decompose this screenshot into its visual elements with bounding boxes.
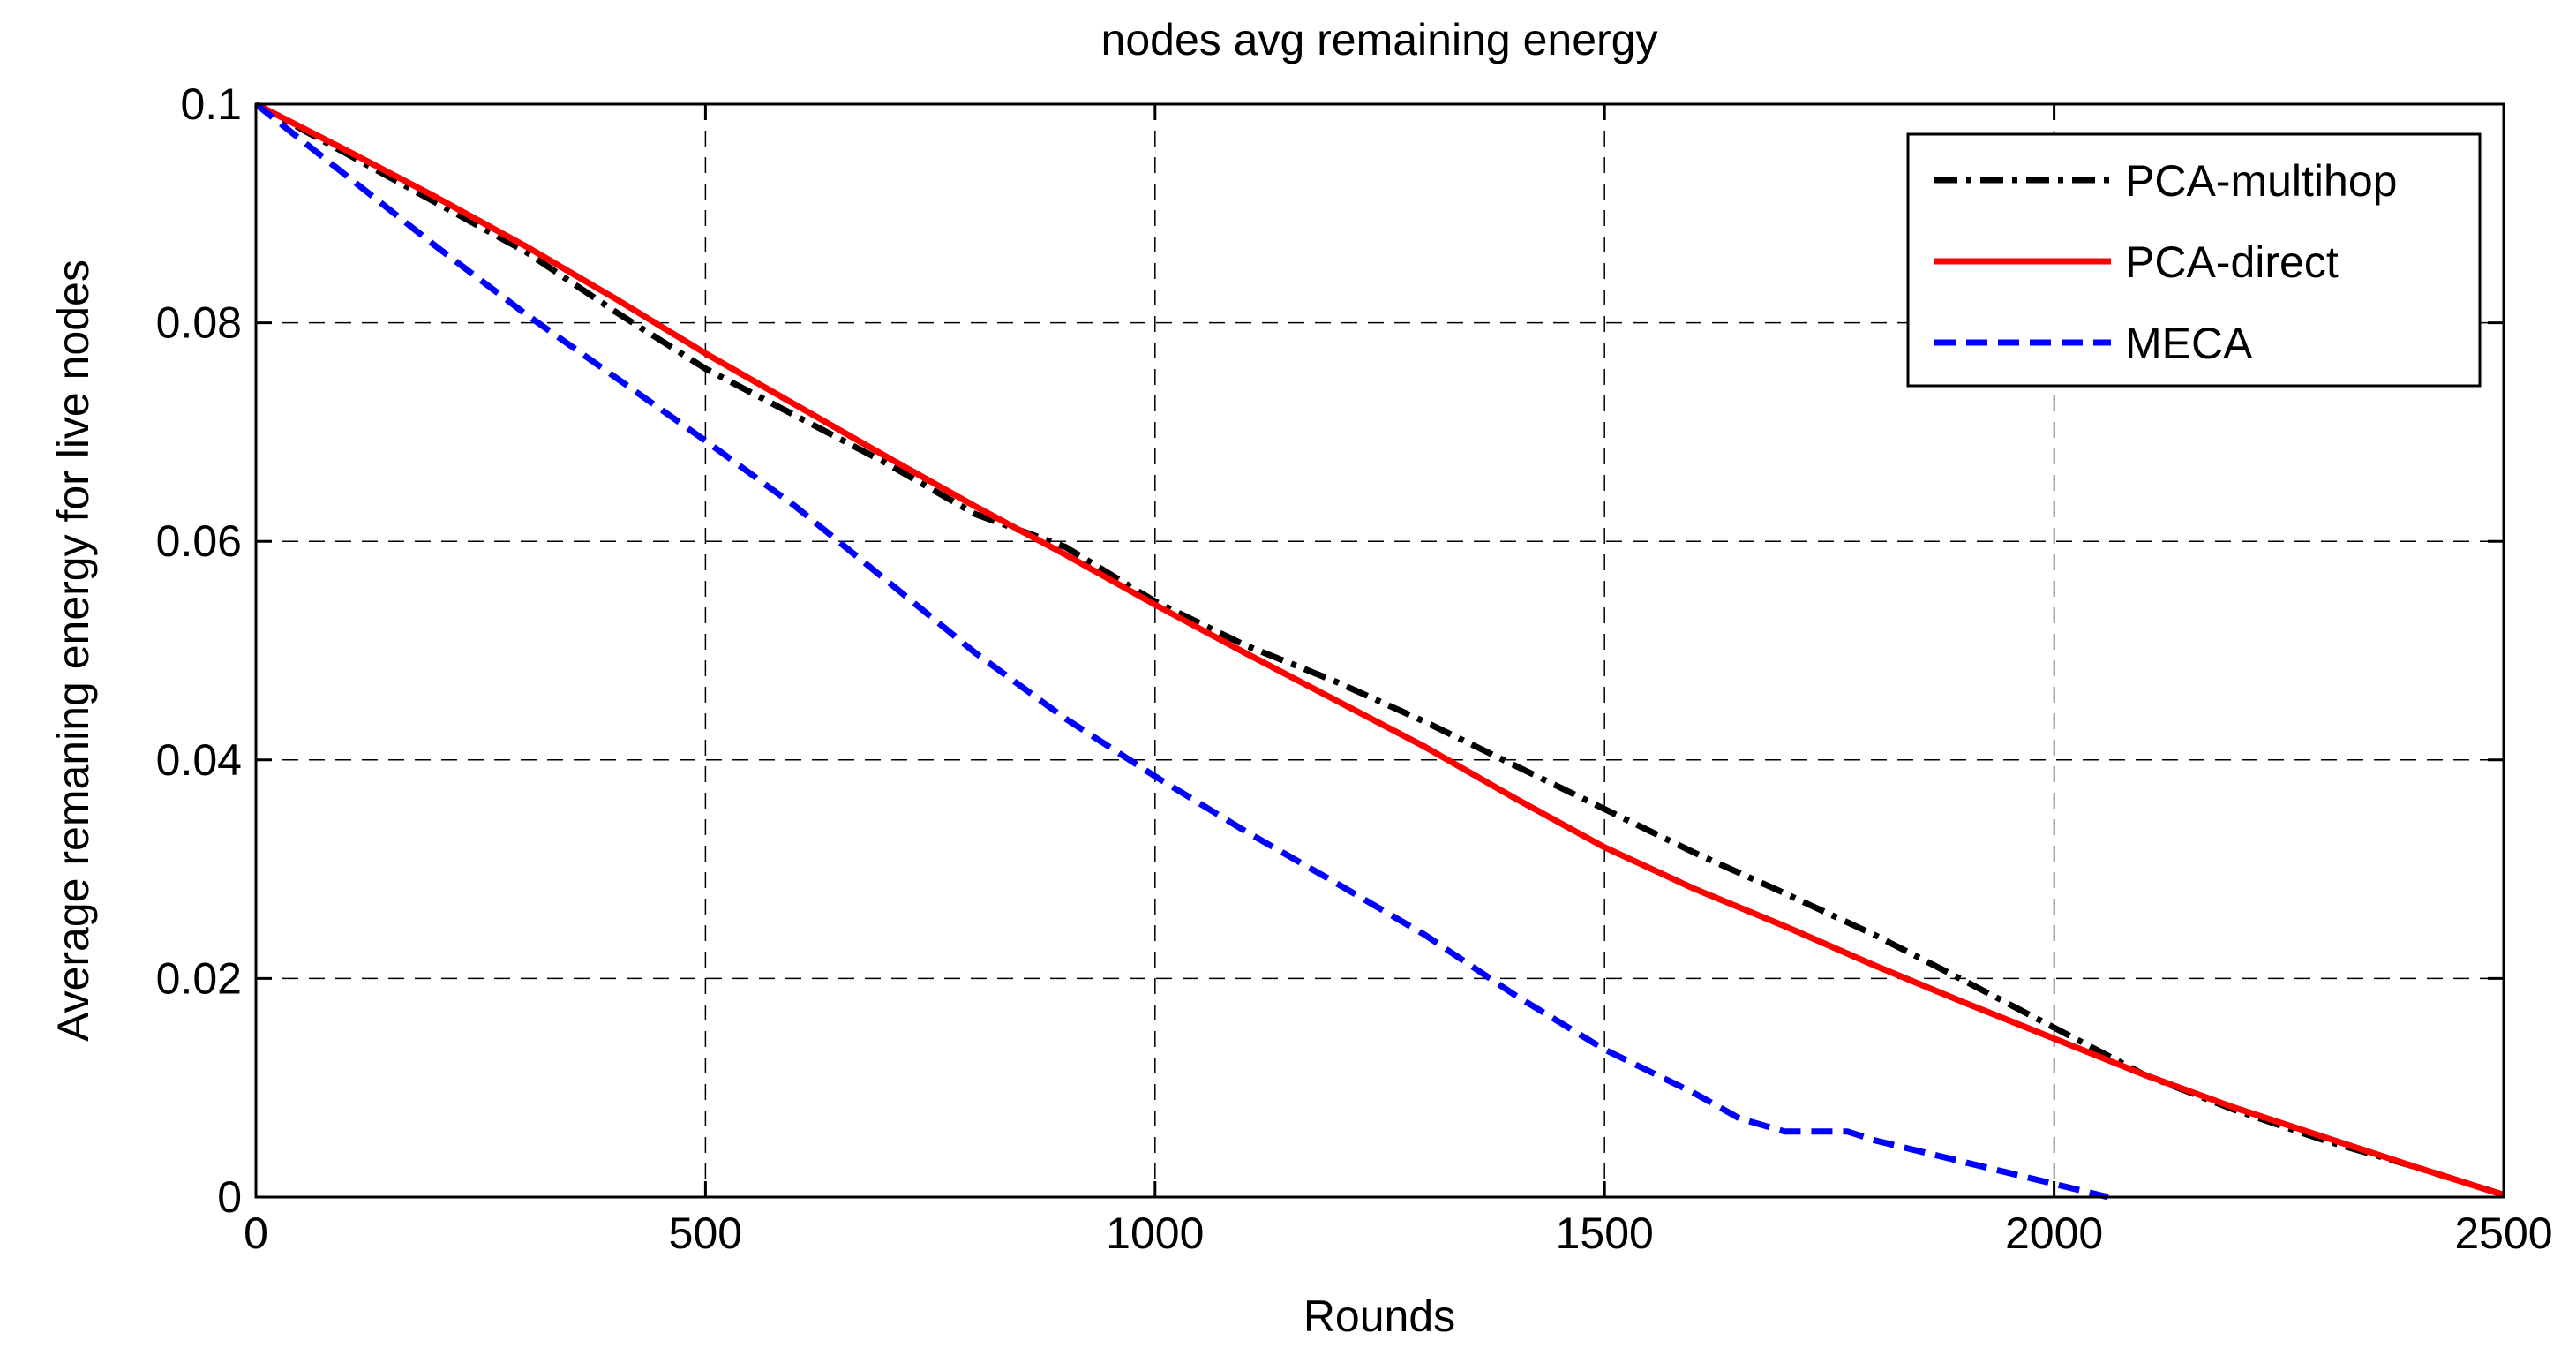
y-tick-label: 0.02 [156,953,242,1003]
x-tick-label: 1500 [1556,1209,1654,1258]
y-axis-label: Average remaning energy for live nodes [49,260,98,1042]
y-tick-label: 0.08 [156,298,242,348]
series-line-pca-direct [254,101,2505,1198]
chart-title: nodes avg remaining energy [1101,15,1658,64]
plot-frame [254,102,2505,1199]
series-layer [253,101,2505,1201]
x-tick-label: 2500 [2454,1209,2552,1258]
x-tick-label: 2000 [2005,1209,2103,1258]
series-line-pca-multihop [254,101,2505,1198]
axis-ticks: 0 500 1000 1500 2000 2500 0 0.02 0.04 0.06 0.08 0.1 [156,79,2553,1258]
legend-label-pca-direct: PCA-direct [2125,237,2339,287]
legend: PCA-multihop PCA-direct MECA [1906,132,2482,388]
x-tick-label: 0 [244,1209,268,1258]
legend-items: PCA-multihop PCA-direct MECA [1934,156,2397,368]
y-tick-label: 0.06 [156,516,242,566]
legend-label-pca-multihop: PCA-multihop [2125,156,2397,206]
y-tick-label: 0 [217,1172,242,1222]
x-tick-label: 500 [669,1209,742,1258]
series-line-meca [253,102,2109,1201]
x-axis-label: Rounds [1303,1291,1455,1341]
y-tick-label: 0.04 [156,735,242,785]
x-tick-label: 1000 [1106,1209,1204,1258]
y-tick-label: 0.1 [180,79,242,129]
legend-label-meca: MECA [2125,319,2253,368]
